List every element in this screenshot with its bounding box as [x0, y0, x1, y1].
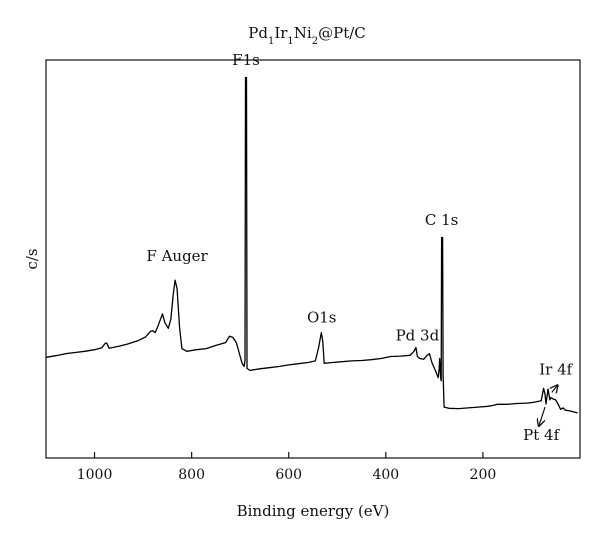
ir-4f-arrow	[552, 385, 558, 392]
peak-label-o1s: O1s	[307, 309, 337, 327]
y-axis-label: c/s	[23, 248, 41, 269]
annotation-layer: F1s F Auger O1s Pd 3d C 1s Ir 4f Pt 4f	[146, 51, 573, 444]
title-part: Pd	[248, 24, 268, 42]
plot-frame	[45, 59, 581, 459]
peak-label-pd-3d: Pd 3d	[396, 327, 440, 345]
x-tick-label: 800	[178, 467, 205, 483]
title-part: Ir	[274, 24, 288, 42]
x-axis-ticks: 1000 800 600 400 200	[77, 452, 497, 483]
peak-label-ir-4f: Ir 4f	[539, 360, 573, 378]
x-tick-label: 1000	[77, 467, 113, 483]
peak-label-pt-4f: Pt 4f	[523, 426, 560, 444]
title-subscript: 1	[287, 36, 293, 47]
x-tick-label: 600	[275, 467, 302, 483]
x-axis-label: Binding energy (eV)	[237, 502, 390, 520]
title-subscript: 1	[268, 36, 274, 47]
data-layer	[45, 76, 578, 414]
peak-label-f-auger: F Auger	[146, 247, 208, 265]
x-tick-label: 200	[470, 467, 497, 483]
peak-label-f1s: F1s	[232, 51, 260, 69]
spectrum-line	[45, 76, 578, 414]
title-subscript: 2	[312, 36, 318, 47]
title-part: @Pt/C	[318, 24, 366, 42]
pt-4f-arrow	[539, 406, 546, 426]
x-tick-label: 400	[372, 467, 399, 483]
peak-label-c-1s: C 1s	[425, 211, 459, 229]
chart-title: Pd1Ir1Ni2@Pt/C	[248, 24, 366, 47]
title-part: Ni	[294, 24, 312, 42]
